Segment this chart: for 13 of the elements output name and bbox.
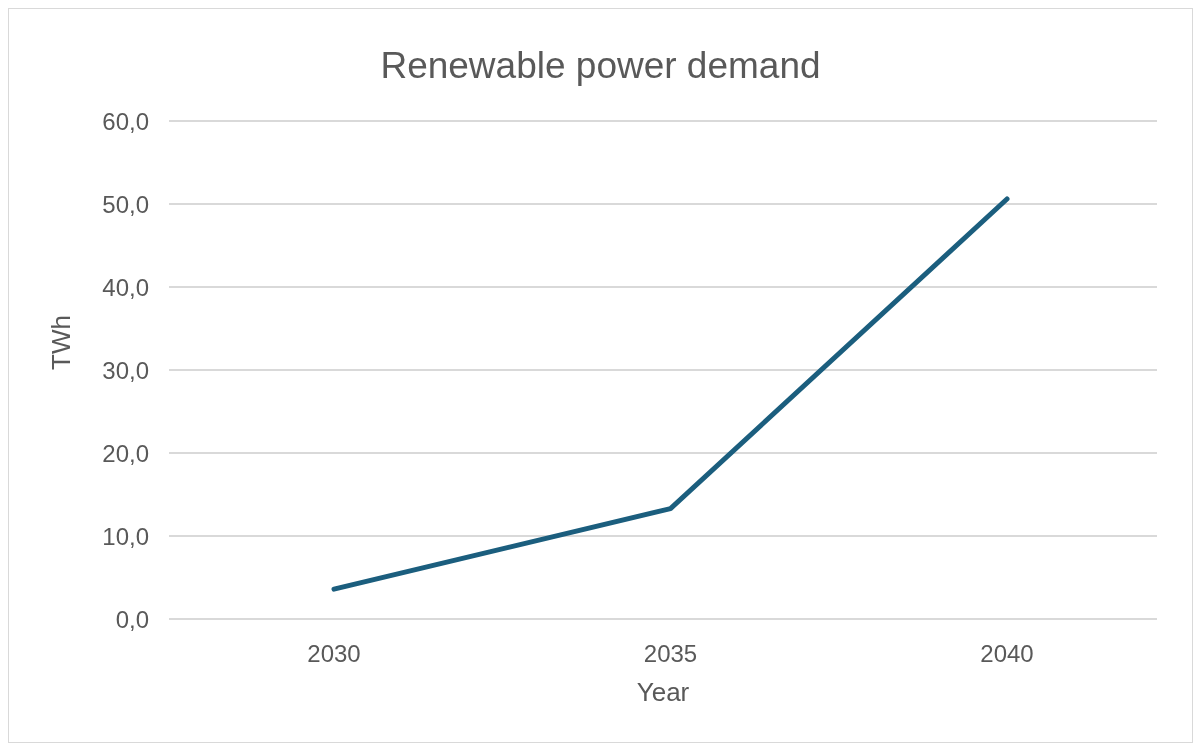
chart-title: Renewable power demand (379, 45, 822, 87)
y-tick-label: 60,0 (102, 107, 149, 135)
x-axis-title: Year (636, 677, 690, 707)
y-tick-label: 50,0 (102, 190, 149, 218)
x-tick-label: 2030 (307, 640, 361, 668)
y-tick-label: 20,0 (102, 439, 149, 467)
y-axis-title: TWh (46, 315, 77, 370)
x-tick-label: 2035 (643, 640, 698, 668)
y-tick-label: 40,0 (102, 273, 149, 301)
y-tick-label: 30,0 (102, 356, 149, 384)
x-tick-label: 2040 (980, 640, 1034, 668)
y-tick-label: 10,0 (102, 522, 149, 550)
y-tick-label: 0,0 (115, 605, 149, 633)
